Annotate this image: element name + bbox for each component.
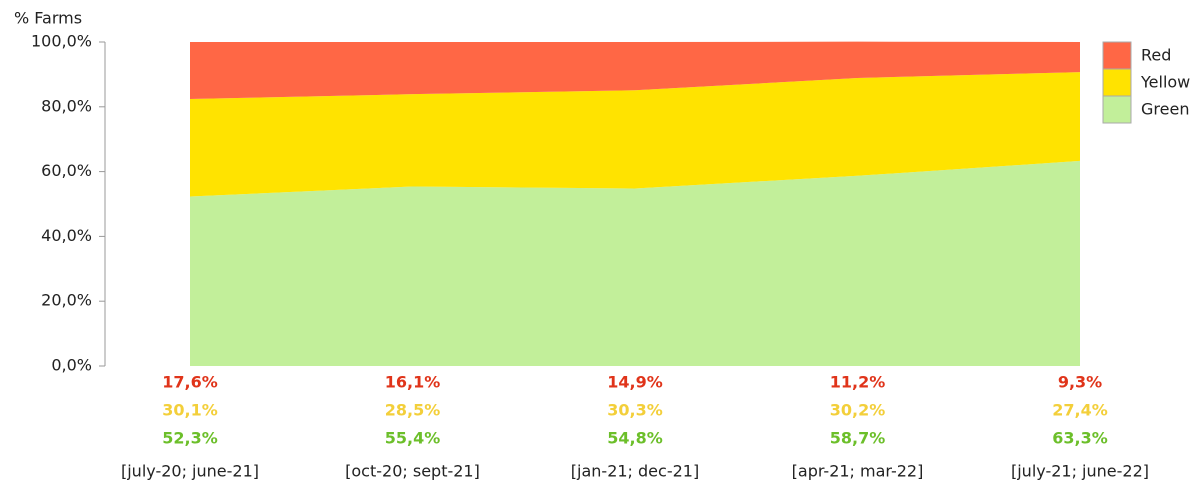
x-tick-label: [oct-20; sept-21] (345, 462, 480, 481)
value-label: 30,2% (830, 401, 886, 420)
legend-label: Red (1141, 46, 1171, 65)
value-label: 30,3% (607, 401, 663, 420)
value-label: 54,8% (607, 429, 663, 448)
value-label: 16,1% (385, 373, 441, 392)
legend-label: Green (1141, 100, 1189, 119)
x-tick-label: [july-20; june-21] (121, 462, 259, 481)
legend-swatch (1102, 95, 1132, 124)
area (190, 41, 1080, 100)
value-label: 17,6% (162, 373, 218, 392)
y-tick-label: 20,0% (41, 291, 92, 310)
area (190, 160, 1080, 366)
y-tick-label: 80,0% (41, 96, 92, 115)
y-tick-label: 60,0% (41, 161, 92, 180)
y-tick-label: 0,0% (51, 356, 92, 375)
value-label: 28,5% (385, 401, 441, 420)
area (190, 72, 1080, 197)
y-tick-label: 100,0% (31, 32, 92, 51)
value-label: 11,2% (830, 373, 886, 392)
value-label: 30,1% (162, 401, 218, 420)
value-label: 58,7% (830, 429, 886, 448)
legend-swatch (1102, 41, 1132, 70)
value-label: 14,9% (607, 373, 663, 392)
y-tick-label: 40,0% (41, 226, 92, 245)
legend-swatch (1102, 68, 1132, 97)
value-label: 52,3% (162, 429, 218, 448)
x-tick-label: [jan-21; dec-21] (571, 462, 699, 481)
x-tick-label: [apr-21; mar-22] (792, 462, 924, 481)
value-label: 9,3% (1058, 373, 1102, 392)
legend-label: Yellow (1140, 73, 1190, 92)
value-label: 63,3% (1052, 429, 1108, 448)
value-label: 55,4% (385, 429, 441, 448)
x-tick-label: [july-21; june-22] (1011, 462, 1149, 481)
value-label: 27,4% (1052, 401, 1108, 420)
y-axis-label: % Farms (14, 9, 82, 28)
